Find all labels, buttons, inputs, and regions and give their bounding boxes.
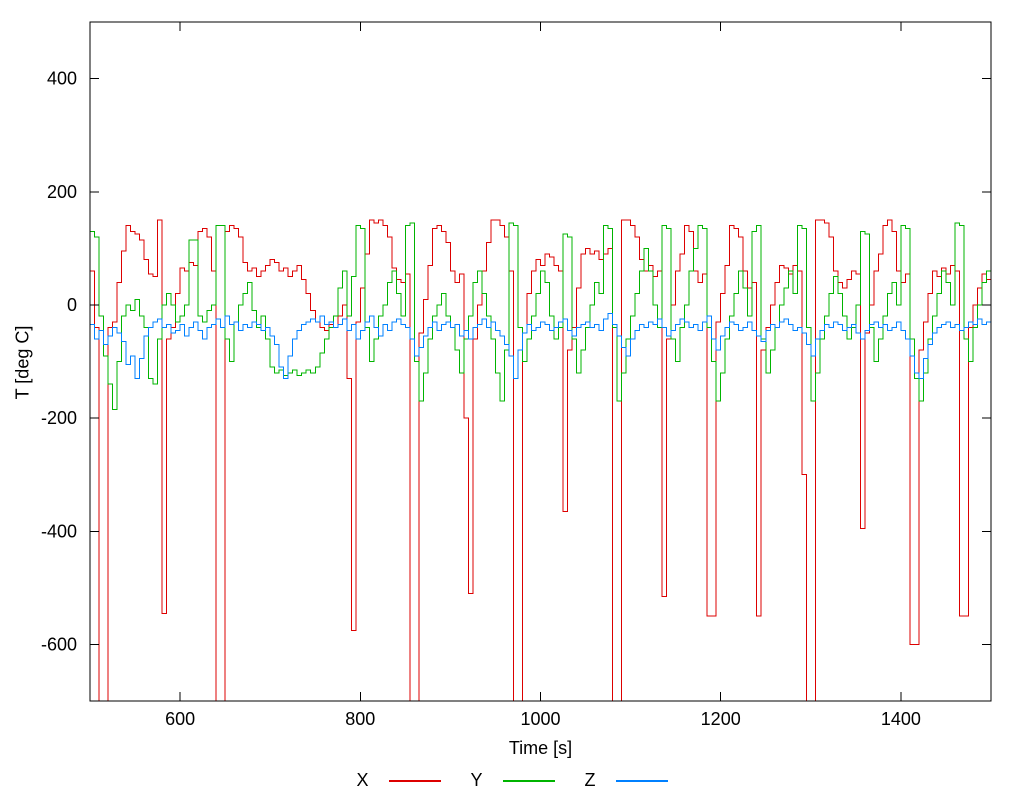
legend-line-x-icon bbox=[388, 779, 441, 782]
series-z-line bbox=[90, 312, 991, 379]
y-tick-label: -400 bbox=[41, 521, 77, 541]
legend-item-y: Y bbox=[471, 770, 555, 791]
y-tick-label: -200 bbox=[41, 408, 77, 428]
x-tick-label: 600 bbox=[165, 709, 195, 729]
y-tick-label: -600 bbox=[41, 634, 77, 654]
y-tick-label: 200 bbox=[47, 182, 77, 202]
x-tick-label: 1000 bbox=[520, 709, 560, 729]
legend: X Y Z bbox=[0, 770, 1024, 791]
legend-item-z: Z bbox=[585, 770, 668, 791]
legend-line-z-icon bbox=[615, 779, 668, 782]
y-tick-label: 0 bbox=[67, 295, 77, 315]
x-axis-label: Time [s] bbox=[508, 738, 573, 758]
series-y-line bbox=[90, 222, 991, 411]
series-x-line bbox=[90, 219, 991, 701]
x-tick-label: 800 bbox=[345, 709, 375, 729]
legend-item-x: X bbox=[356, 770, 441, 791]
x-tick-label: 1400 bbox=[881, 709, 921, 729]
legend-label-z: Z bbox=[584, 770, 596, 790]
x-tick-label: 1200 bbox=[701, 709, 741, 729]
legend-line-y-icon bbox=[502, 779, 555, 782]
y-axis-label: T [deg C] bbox=[12, 325, 33, 400]
y-tick-label: 400 bbox=[47, 69, 77, 89]
legend-label-x: X bbox=[356, 770, 369, 790]
legend-label-y: Y bbox=[470, 770, 483, 790]
